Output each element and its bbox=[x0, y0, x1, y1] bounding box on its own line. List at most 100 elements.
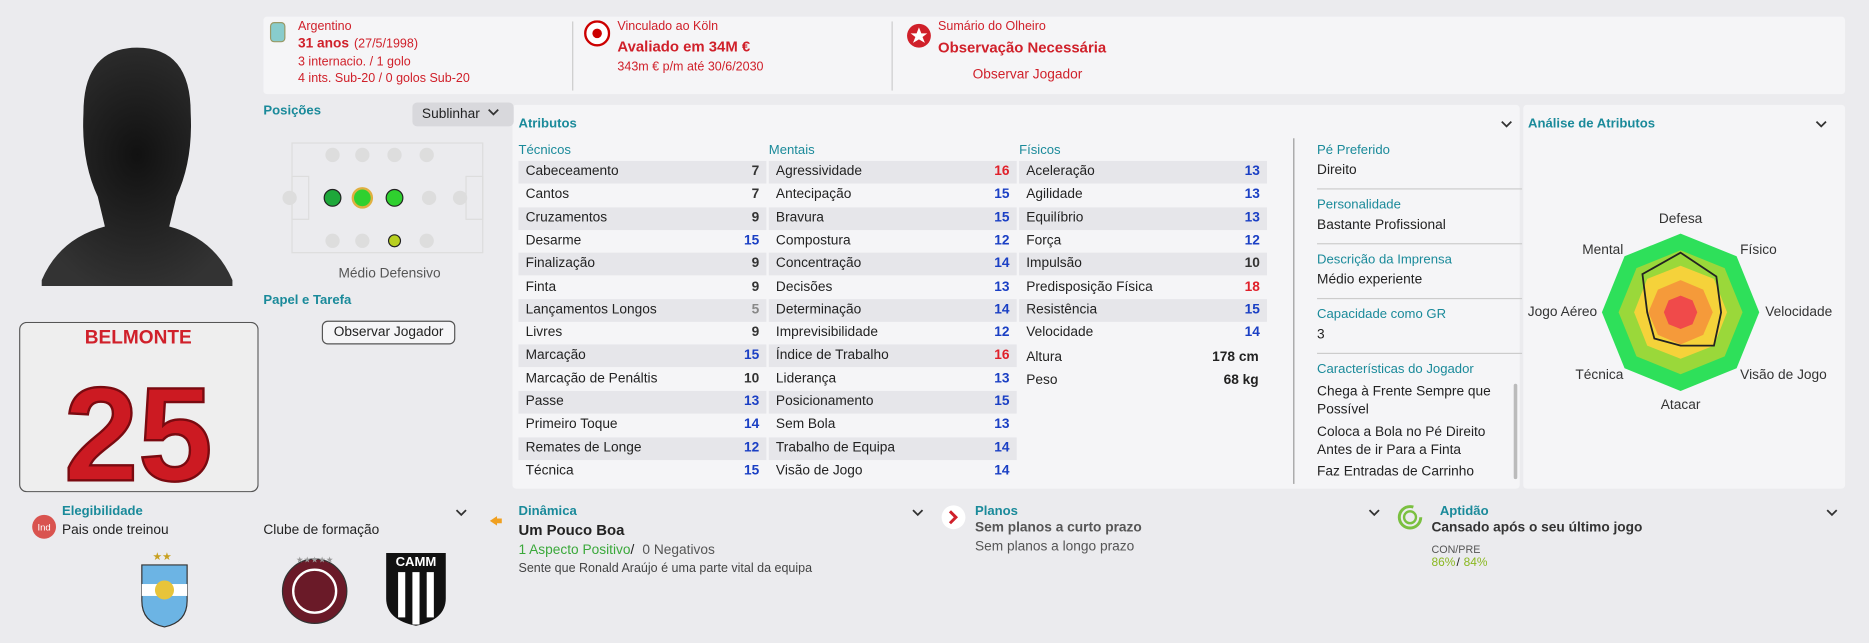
attribute-name: Impulsão bbox=[1026, 256, 1082, 271]
attribute-value: 13 bbox=[994, 417, 1010, 432]
attribute-value: 14 bbox=[743, 417, 760, 432]
attribute-value: 12 bbox=[994, 325, 1010, 340]
divider bbox=[1293, 138, 1295, 484]
trait: Coloca a Bola no Pé Direito Antes de ir … bbox=[1317, 425, 1486, 458]
attribute-value: 15 bbox=[743, 463, 760, 478]
dropdown-chevron[interactable] bbox=[1826, 508, 1838, 518]
dropdown-chevron[interactable] bbox=[912, 508, 924, 518]
attribute-group-title: Técnicos bbox=[518, 143, 571, 158]
info-label: Personalidade bbox=[1317, 197, 1401, 213]
scrollbar[interactable] bbox=[1513, 383, 1518, 480]
attribute-name: Velocidade bbox=[1026, 325, 1094, 340]
height-label: Altura bbox=[1026, 350, 1063, 365]
attribute-radar bbox=[1601, 233, 1760, 391]
row-background bbox=[518, 206, 767, 230]
plans-title[interactable]: Planos bbox=[974, 504, 1018, 519]
dropdown-chevron[interactable] bbox=[487, 107, 499, 117]
attribute-value: 15 bbox=[743, 348, 760, 363]
row-background bbox=[518, 252, 767, 276]
row-background bbox=[768, 160, 1017, 184]
attribute-name: Passe bbox=[525, 394, 564, 409]
dropdown-chevron[interactable] bbox=[1368, 508, 1380, 518]
scout-status: Observação Necessária bbox=[938, 39, 1107, 57]
height: 178 cm bbox=[1212, 350, 1259, 365]
info-value: Bastante Profissional bbox=[1317, 218, 1446, 233]
attribute-name: Compostura bbox=[775, 233, 851, 248]
attribute-name: Técnica bbox=[525, 463, 574, 478]
analysis-title: Análise de Atributos bbox=[1528, 116, 1656, 132]
positions-title[interactable]: Posições bbox=[263, 103, 321, 118]
ind-text: Ind bbox=[37, 522, 50, 533]
dynamics-title[interactable]: Dinâmica bbox=[518, 504, 577, 519]
weight-label: Peso bbox=[1026, 373, 1058, 388]
eligibility-text: Pais onde treinou bbox=[61, 523, 169, 538]
attribute-name: Cruzamentos bbox=[525, 210, 608, 225]
attribute-name: Equilíbrio bbox=[1026, 210, 1084, 225]
attribute-value: 16 bbox=[994, 348, 1010, 363]
row-background bbox=[518, 298, 767, 322]
header-bar bbox=[263, 16, 1846, 95]
attribute-name: Desarme bbox=[525, 233, 582, 248]
row-background bbox=[1019, 206, 1267, 230]
role: Médio Defensivo bbox=[338, 266, 441, 282]
role-title: Papel e Tarefa bbox=[263, 293, 352, 308]
attributes-title: Atributos bbox=[518, 116, 577, 132]
attribute-name: Primeiro Toque bbox=[525, 417, 618, 432]
info-value: 3 bbox=[1317, 327, 1325, 343]
radar-label: Jogo Aéreo bbox=[1527, 305, 1598, 320]
traits-title: Características do Jogador bbox=[1317, 362, 1474, 377]
attribute-value: 5 bbox=[751, 302, 760, 317]
scout-button[interactable]: Observar Jogador bbox=[972, 67, 1083, 83]
attribute-value: 13 bbox=[1244, 210, 1260, 225]
attribute-name: Bravura bbox=[775, 210, 824, 225]
attribute-name: Decisões bbox=[775, 279, 833, 294]
contract-label: Vinculado ao Köln bbox=[617, 19, 719, 34]
separator bbox=[1317, 243, 1523, 245]
attribute-value: 13 bbox=[994, 279, 1010, 294]
ind-badge: Ind bbox=[32, 514, 57, 539]
plans-short: Sem planos a curto prazo bbox=[974, 520, 1142, 536]
attribute-name: Finalização bbox=[525, 256, 595, 271]
fitness-status: Cansado após o seu último jogo bbox=[1431, 520, 1643, 536]
caps: 3 internacio. / 1 golo bbox=[297, 54, 411, 70]
dropdown-chevron[interactable] bbox=[1501, 119, 1513, 129]
player-value: Avaliado em 34M € bbox=[617, 38, 751, 55]
row-background bbox=[1019, 298, 1267, 322]
divider bbox=[572, 21, 574, 91]
row-background bbox=[768, 206, 1017, 230]
attribute-value: 12 bbox=[1244, 233, 1260, 248]
info-label: Descrição da Imprensa bbox=[1317, 252, 1452, 267]
info-label: Pé Preferido bbox=[1317, 143, 1390, 158]
separator: / bbox=[630, 543, 635, 558]
attribute-name: Marcação de Penáltis bbox=[525, 371, 658, 386]
attribute-name: Índice de Trabalho bbox=[775, 348, 889, 363]
attribute-name: Força bbox=[1026, 233, 1062, 248]
row-background bbox=[518, 344, 767, 368]
separator bbox=[1317, 188, 1523, 190]
attribute-value: 7 bbox=[751, 164, 760, 179]
radar-label: Físico bbox=[1740, 243, 1777, 258]
svg-text:★★: ★★ bbox=[153, 551, 172, 563]
attribute-name: Agilidade bbox=[1026, 187, 1083, 202]
dropdown-chevron[interactable] bbox=[455, 508, 467, 518]
role-button[interactable]: Observar Jogador bbox=[321, 320, 456, 345]
condition: 86% bbox=[1431, 556, 1456, 570]
row-background bbox=[768, 298, 1017, 322]
attribute-value: 14 bbox=[1244, 325, 1260, 340]
separator bbox=[1317, 352, 1523, 354]
positive: 1 Aspecto Positivo bbox=[518, 543, 631, 558]
highlight-button[interactable]: Sublinhar bbox=[412, 102, 514, 127]
svg-text:★★★★★: ★★★★★ bbox=[296, 555, 333, 565]
attribute-name: Agressividade bbox=[775, 164, 863, 179]
trait: Chega à Frente Sempre que Possível bbox=[1317, 384, 1491, 418]
attribute-value: 15 bbox=[994, 210, 1010, 225]
dropdown-chevron[interactable] bbox=[1815, 119, 1827, 129]
jersey-card: BELMONTE 25 bbox=[19, 321, 259, 492]
eligibility-title[interactable]: Elegibilidade bbox=[61, 504, 143, 519]
row-background bbox=[518, 390, 767, 414]
plans-icon bbox=[941, 505, 966, 530]
nationality: Argentino bbox=[297, 19, 352, 34]
radar-label: Visão de Jogo bbox=[1740, 368, 1827, 383]
